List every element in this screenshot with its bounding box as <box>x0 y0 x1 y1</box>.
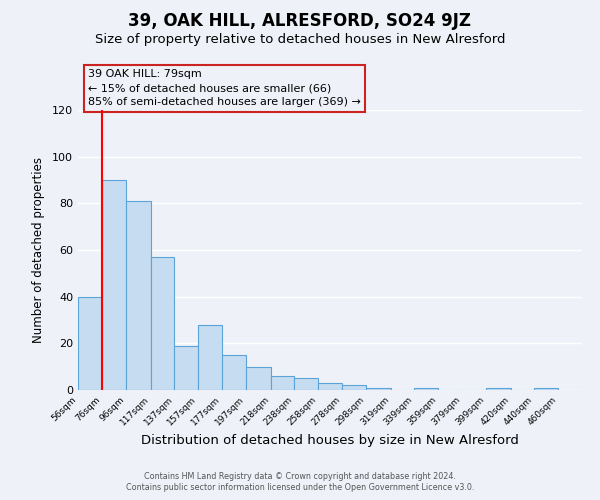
Bar <box>535 388 558 390</box>
Text: Contains public sector information licensed under the Open Government Licence v3: Contains public sector information licen… <box>126 484 474 492</box>
Bar <box>245 366 271 390</box>
Bar <box>415 388 438 390</box>
Bar <box>78 296 102 390</box>
Bar <box>222 355 245 390</box>
Bar <box>198 324 222 390</box>
Bar <box>295 378 318 390</box>
Text: Size of property relative to detached houses in New Alresford: Size of property relative to detached ho… <box>95 32 505 46</box>
Bar <box>125 201 151 390</box>
Bar <box>342 386 365 390</box>
Text: 39 OAK HILL: 79sqm
← 15% of detached houses are smaller (66)
85% of semi-detache: 39 OAK HILL: 79sqm ← 15% of detached hou… <box>88 69 361 107</box>
Y-axis label: Number of detached properties: Number of detached properties <box>32 157 45 343</box>
Bar <box>102 180 125 390</box>
Bar <box>486 388 511 390</box>
X-axis label: Distribution of detached houses by size in New Alresford: Distribution of detached houses by size … <box>141 434 519 447</box>
Bar <box>151 257 174 390</box>
Bar <box>365 388 391 390</box>
Text: Contains HM Land Registry data © Crown copyright and database right 2024.: Contains HM Land Registry data © Crown c… <box>144 472 456 481</box>
Text: 39, OAK HILL, ALRESFORD, SO24 9JZ: 39, OAK HILL, ALRESFORD, SO24 9JZ <box>128 12 472 30</box>
Bar <box>271 376 295 390</box>
Bar <box>318 383 342 390</box>
Bar <box>174 346 198 390</box>
